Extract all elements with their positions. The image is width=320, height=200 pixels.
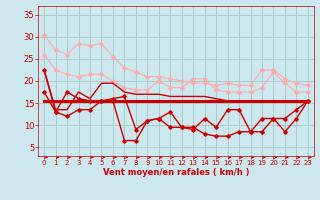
X-axis label: Vent moyen/en rafales ( km/h ): Vent moyen/en rafales ( km/h ) bbox=[103, 168, 249, 177]
